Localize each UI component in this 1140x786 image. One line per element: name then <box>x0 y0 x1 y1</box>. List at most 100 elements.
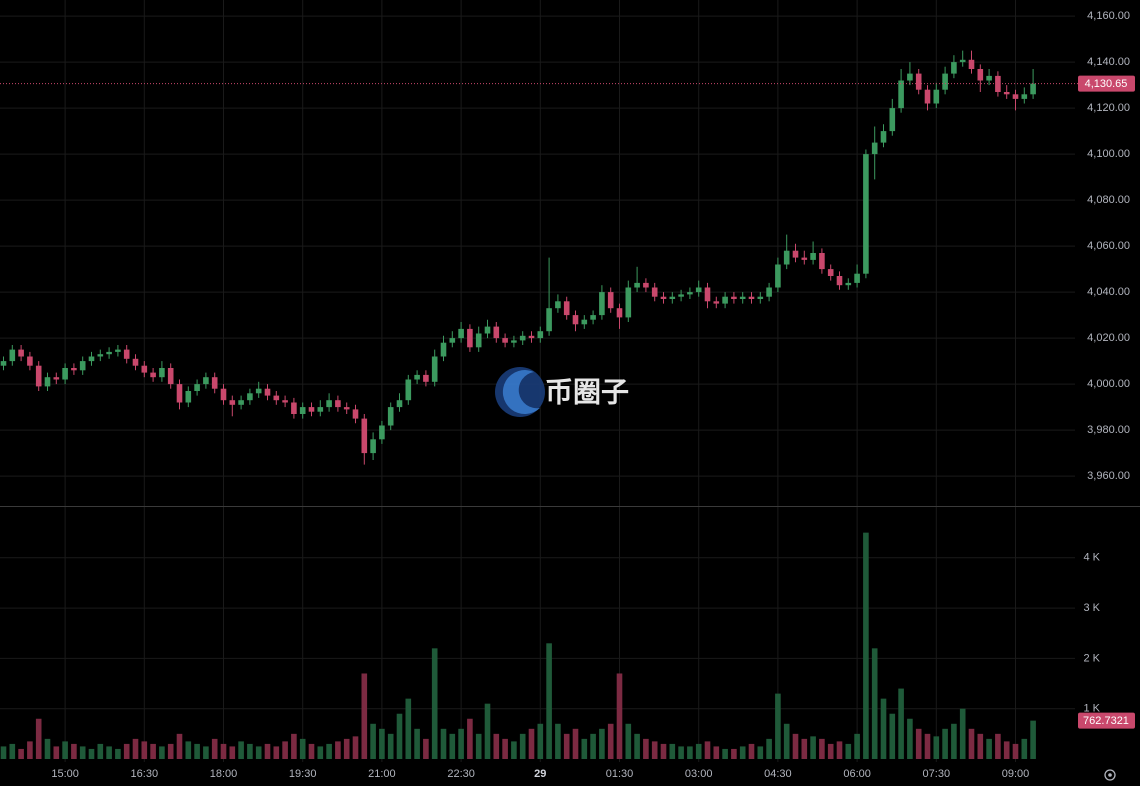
x-tick-label: 21:00 <box>368 768 396 780</box>
candle-body <box>511 340 517 343</box>
candle-body <box>643 282 649 288</box>
volume-bar <box>282 741 288 759</box>
volume-bar <box>792 733 799 759</box>
candle-body <box>669 296 676 299</box>
settings-icon[interactable] <box>1104 769 1116 781</box>
volume-bar <box>977 733 984 759</box>
candle-body <box>915 73 922 90</box>
x-tick-label: 19:30 <box>289 768 317 780</box>
volume-bar <box>836 741 843 759</box>
logo-arc <box>502 370 540 415</box>
settings-ring[interactable] <box>1104 769 1116 781</box>
volume-bar <box>167 743 174 759</box>
candle-body <box>924 89 931 104</box>
x-tick-label: 06:00 <box>843 768 871 780</box>
candle-body <box>801 257 808 260</box>
candle-body <box>449 338 456 343</box>
volume-bar <box>414 728 420 759</box>
volume-bar <box>775 693 781 759</box>
candle-body <box>634 282 640 288</box>
volume-bar <box>625 723 632 759</box>
y-tick-label: 4,140.00 <box>1087 56 1130 68</box>
candle-body <box>27 356 33 366</box>
volume-bar <box>810 736 816 759</box>
candle-body <box>326 400 332 408</box>
candle-body <box>1030 83 1036 95</box>
volume-bar <box>449 733 456 759</box>
y-tick-label: 4,080.00 <box>1087 194 1130 206</box>
volume-bar <box>511 741 517 759</box>
x-tick-label: 18:00 <box>210 768 238 780</box>
y-tick-label: 3,980.00 <box>1087 424 1130 436</box>
volume-bar <box>766 738 772 759</box>
volume-bar <box>942 728 948 759</box>
candle-body <box>687 292 693 295</box>
candle-body <box>863 154 869 274</box>
candle-body <box>238 400 244 405</box>
candle-body <box>1021 94 1028 99</box>
candle-body <box>431 356 438 382</box>
volume-tick-label: 4 K <box>1083 552 1100 564</box>
candle-body <box>493 326 500 339</box>
candle-body <box>141 365 148 373</box>
volume-bar <box>247 743 253 759</box>
volume-bar <box>352 736 359 759</box>
volume-bar <box>713 746 720 759</box>
candle-body <box>211 377 218 389</box>
candle-body <box>229 400 236 405</box>
volume-bar <box>203 746 209 759</box>
volume-bar <box>299 738 306 759</box>
volume-bar <box>651 741 658 759</box>
watermark-text: 币圈子 <box>545 376 629 407</box>
candle-body <box>167 368 174 385</box>
volume-bar <box>687 746 693 759</box>
volume-bar <box>97 743 104 759</box>
volume-bar <box>387 733 394 759</box>
volume-bar <box>889 713 896 759</box>
candle-body <box>502 338 508 343</box>
candle-body <box>581 319 588 325</box>
volume-bar <box>607 723 614 759</box>
candle-body <box>361 418 368 454</box>
volume-bar <box>150 743 156 759</box>
volume-bar <box>440 728 447 759</box>
candle-body <box>792 250 799 258</box>
volume-bar <box>678 746 684 759</box>
x-tick-label: 03:00 <box>685 768 713 780</box>
candle-body <box>722 296 728 304</box>
candle-body <box>387 407 394 426</box>
candle-body <box>607 292 614 309</box>
candle-body <box>150 372 156 378</box>
candle-body <box>625 287 632 318</box>
y-tick-label: 4,060.00 <box>1087 240 1130 252</box>
candle-body <box>414 374 420 380</box>
candle-body <box>176 384 183 403</box>
y-tick-label: 4,020.00 <box>1087 332 1130 344</box>
volume-bar <box>255 746 262 759</box>
candle-body <box>942 73 948 90</box>
candle-body <box>123 349 130 359</box>
volume-bar <box>370 723 376 759</box>
candle-body <box>62 368 68 380</box>
candle-body <box>519 335 526 341</box>
volume-bar <box>159 746 165 759</box>
candle-body <box>405 379 412 401</box>
settings-dot[interactable] <box>1108 773 1112 777</box>
candle-body <box>660 296 667 299</box>
volume-bar <box>986 738 992 759</box>
candle-body <box>106 351 112 355</box>
candle-body <box>819 253 825 270</box>
last-price-label: 4,130.65 <box>1085 78 1128 90</box>
volume-bar <box>27 741 33 759</box>
candle-body <box>968 59 975 69</box>
volume-bar <box>731 748 737 759</box>
watermark: 币圈子 <box>495 367 629 417</box>
volume-bar <box>229 746 236 759</box>
volume-bar <box>915 728 922 759</box>
volume-bar <box>502 738 508 759</box>
volume-bar <box>132 738 139 759</box>
volume-bar <box>431 648 438 759</box>
volume-tick-label: 3 K <box>1083 602 1100 614</box>
candle-body <box>440 342 447 357</box>
